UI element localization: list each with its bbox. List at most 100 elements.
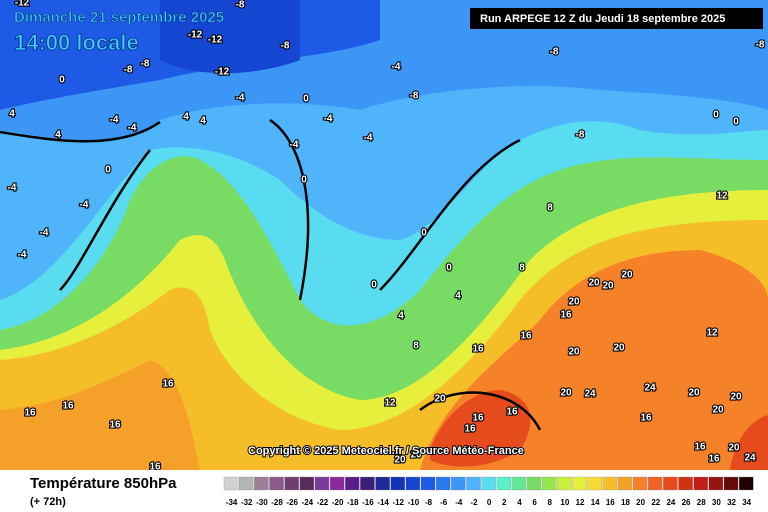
legend-swatch xyxy=(466,476,481,491)
legend-label: -2 xyxy=(470,498,478,507)
contour-label: 16 xyxy=(640,413,652,424)
legend-swatch xyxy=(602,476,618,491)
legend-swatch xyxy=(223,476,239,491)
zone-minus12 xyxy=(160,0,300,74)
contour-label: 20 xyxy=(730,392,742,403)
contour-label: 0 xyxy=(733,117,739,128)
legend-swatch xyxy=(329,476,345,491)
contour-label: 16 xyxy=(506,407,518,418)
legend-swatch xyxy=(284,476,299,491)
legend-label: -16 xyxy=(362,498,374,507)
legend-label: -8 xyxy=(425,498,433,507)
contour-label: 16 xyxy=(24,408,36,419)
legend-label: -22 xyxy=(317,498,329,507)
legend-swatch xyxy=(299,476,315,491)
contour-label: 0 xyxy=(301,175,307,186)
legend-label: -24 xyxy=(302,498,314,507)
legend-label: 4 xyxy=(517,498,522,507)
legend-label: 24 xyxy=(666,498,675,507)
contour-label: 20 xyxy=(410,450,422,461)
contour-label: -8 xyxy=(410,91,419,102)
contour-label: 4 xyxy=(200,116,206,127)
contour-label: 0 xyxy=(303,94,309,105)
legend-swatch xyxy=(557,476,572,491)
contour-label: -4 xyxy=(80,200,89,211)
contour-label: -12 xyxy=(188,30,203,41)
lead-label: (+ 72h) xyxy=(30,496,66,508)
legend-swatch xyxy=(420,476,436,491)
contour-label: -4 xyxy=(110,115,119,126)
run-box xyxy=(470,8,763,29)
contour-label: 12 xyxy=(384,398,396,409)
legend-swatch xyxy=(390,476,405,491)
legend-label: -18 xyxy=(347,498,359,507)
legend-swatch xyxy=(708,476,724,491)
legend-label: 26 xyxy=(682,498,691,507)
contour-label: -8 xyxy=(236,0,245,11)
legend-label: 12 xyxy=(576,498,585,507)
legend-swatch xyxy=(511,476,527,491)
legend-swatch xyxy=(526,476,542,491)
legend-swatch xyxy=(617,476,633,491)
contour-label: 16 xyxy=(162,379,174,390)
contour-label: 16 xyxy=(472,413,484,424)
contour-label: 4 xyxy=(55,130,61,141)
legend-swatch xyxy=(678,476,693,491)
contour-label: -8 xyxy=(576,130,585,141)
contour-label: 20 xyxy=(621,270,633,281)
legend-label: -28 xyxy=(271,498,283,507)
contour-label: 4 xyxy=(183,112,189,123)
contour-label: 0 xyxy=(421,228,427,239)
contour-label: 20 xyxy=(712,405,724,416)
legend-label: -20 xyxy=(332,498,344,507)
legend-label: 28 xyxy=(697,498,706,507)
contour-label: -12 xyxy=(208,35,223,46)
contour-label: 12 xyxy=(716,191,728,202)
legend-swatch xyxy=(572,476,587,491)
contour-label: 24 xyxy=(744,453,756,464)
legend-label: 10 xyxy=(560,498,569,507)
legend-label: -6 xyxy=(440,498,448,507)
zone-16b xyxy=(0,360,200,470)
zone-24-east xyxy=(730,415,768,470)
variable-label: Température 850hPa xyxy=(30,475,177,492)
contour-label: 20 xyxy=(394,455,406,466)
copyright: Copyright © 2025 Meteociel.fr / Source M… xyxy=(248,445,524,457)
contour-label: 16 xyxy=(464,424,476,435)
contour-label: -4 xyxy=(236,93,245,104)
legend-label: 8 xyxy=(547,498,552,507)
contour-label: -4 xyxy=(128,123,137,134)
legend-swatch xyxy=(345,476,360,491)
contour-label: -4 xyxy=(324,114,333,125)
contour-label: -8 xyxy=(124,65,133,76)
contour-label: 4 xyxy=(9,109,15,120)
legend-label: -26 xyxy=(286,498,298,507)
legend-label: 16 xyxy=(606,498,615,507)
legend-swatch xyxy=(238,476,254,491)
legend-label: -10 xyxy=(408,498,420,507)
legend-label: -34 xyxy=(226,498,238,507)
contour-label: -4 xyxy=(18,250,27,261)
contour-label: -4 xyxy=(8,183,17,194)
contour-label: 20 xyxy=(588,278,600,289)
contour-label: 20 xyxy=(728,443,740,454)
contour-label: -8 xyxy=(550,47,559,58)
contour-label: 16 xyxy=(109,420,121,431)
contour-label: 4 xyxy=(455,291,461,302)
legend-label: 14 xyxy=(591,498,600,507)
legend-label: -4 xyxy=(455,498,463,507)
legend-label: -32 xyxy=(241,498,253,507)
contour-label: 20 xyxy=(688,388,700,399)
contour-label: 16 xyxy=(520,331,532,342)
contour-label: 24 xyxy=(584,389,596,400)
legend-label: -12 xyxy=(392,498,404,507)
legend-label: -30 xyxy=(256,498,268,507)
contour-label: 16 xyxy=(62,401,74,412)
contour-label: -4 xyxy=(392,62,401,73)
contour-label: 20 xyxy=(568,347,580,358)
legend-swatch xyxy=(451,476,466,491)
legend-label: -14 xyxy=(377,498,389,507)
legend-label: 6 xyxy=(532,498,537,507)
